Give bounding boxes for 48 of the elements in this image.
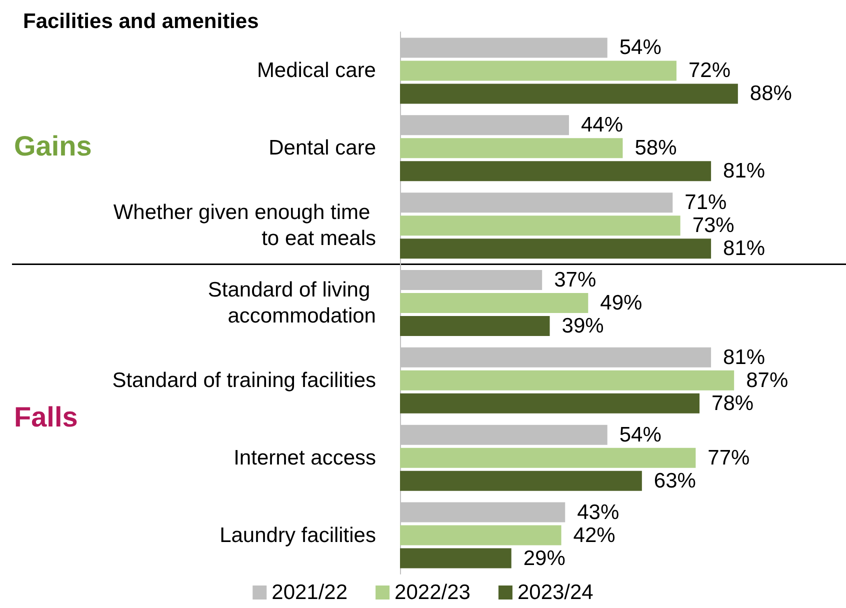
data-label: 54% bbox=[619, 36, 662, 60]
data-label: 88% bbox=[750, 82, 792, 106]
bar bbox=[400, 138, 623, 158]
y-tick-label: Dental care bbox=[268, 136, 376, 160]
data-label: 42% bbox=[573, 524, 616, 547]
y-tick-label: Standard of training facilities bbox=[112, 368, 376, 392]
y-tick-label: Internet access bbox=[234, 446, 376, 470]
legend-label: 2023/24 bbox=[517, 581, 594, 604]
text: Facilities and amenities bbox=[23, 10, 259, 33]
data-label: 71% bbox=[684, 191, 727, 214]
y-tick-label: Medical care bbox=[256, 59, 376, 82]
data-label: 72% bbox=[688, 59, 731, 82]
bar bbox=[400, 161, 712, 182]
data-label: 29% bbox=[523, 546, 566, 570]
data-label: 39% bbox=[562, 314, 604, 338]
data-label: 81% bbox=[723, 160, 766, 183]
bar bbox=[400, 448, 696, 468]
data-label: 78% bbox=[712, 392, 754, 415]
y-tick-label: Laundry facilities bbox=[220, 524, 376, 547]
legend-label: 2022/23 bbox=[394, 581, 470, 604]
data-label: 77% bbox=[708, 446, 750, 470]
data-label: 87% bbox=[746, 368, 788, 392]
bar bbox=[400, 60, 676, 81]
data-label: 43% bbox=[577, 500, 620, 524]
bar bbox=[400, 238, 712, 259]
bar bbox=[400, 548, 512, 568]
data-label: 63% bbox=[654, 469, 696, 492]
bar bbox=[400, 393, 700, 414]
data-label: 54% bbox=[619, 423, 662, 446]
bar bbox=[400, 216, 680, 236]
y-tick-label: Standard of living accommodation bbox=[208, 278, 376, 328]
data-label: 81% bbox=[723, 346, 766, 369]
data-label: 58% bbox=[634, 136, 677, 160]
data-label: 73% bbox=[692, 214, 734, 238]
bar bbox=[400, 84, 738, 104]
data-label: 49% bbox=[600, 292, 642, 314]
bar bbox=[400, 525, 562, 546]
y-tick-label: Whether given enough time to eat meals bbox=[113, 201, 376, 250]
bar bbox=[400, 470, 642, 491]
legend-label: 2021/22 bbox=[272, 581, 348, 604]
data-label: 81% bbox=[723, 237, 766, 260]
text: Gains bbox=[14, 130, 92, 162]
data-label: 37% bbox=[554, 268, 596, 292]
bar bbox=[400, 293, 588, 313]
bar bbox=[400, 370, 734, 390]
text: Falls bbox=[14, 402, 78, 433]
data-label: 44% bbox=[580, 114, 623, 137]
bar bbox=[400, 316, 550, 336]
